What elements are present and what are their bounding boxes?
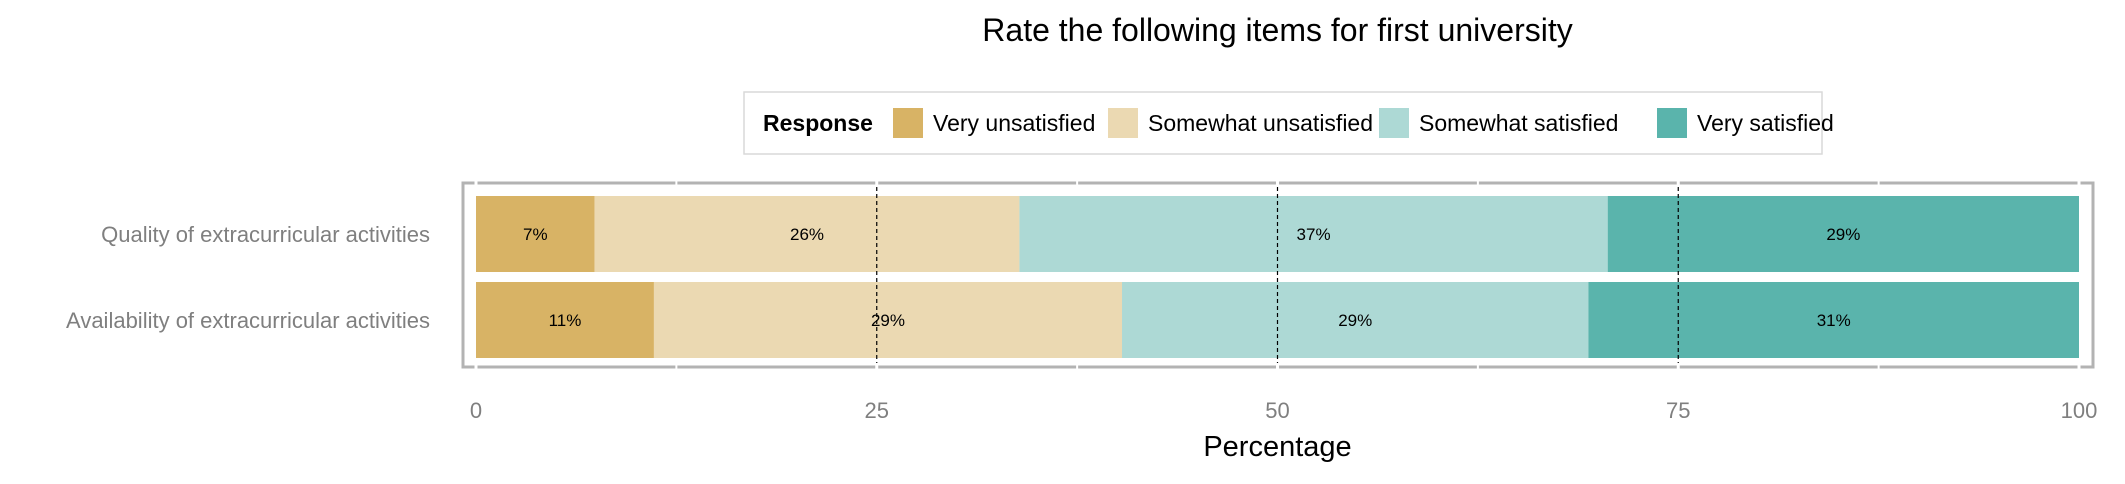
bar-0-3 <box>1607 196 2079 272</box>
data-label-0-2: 37% <box>1297 225 1331 244</box>
chart-title: Rate the following items for first unive… <box>982 12 1572 48</box>
legend-label-0: Very unsatisfied <box>933 110 1095 136</box>
legend-label-2: Somewhat satisfied <box>1419 110 1618 136</box>
data-label-0-1: 26% <box>790 225 824 244</box>
category-label-0: Quality of extracurricular activities <box>101 222 430 247</box>
bar-1-1 <box>653 282 1123 358</box>
legend-swatch-3 <box>1657 108 1687 138</box>
bar-0-0 <box>476 196 595 272</box>
legend-title: Response <box>763 110 873 136</box>
x-tick-label-2: 50 <box>1265 398 1289 423</box>
bar-1-0 <box>476 282 654 358</box>
x-tick-label-1: 25 <box>865 398 889 423</box>
x-axis-title: Percentage <box>1203 431 1351 463</box>
bar-0-2 <box>1019 196 1608 272</box>
data-label-1-1: 29% <box>871 311 905 330</box>
data-label-1-2: 29% <box>1338 311 1372 330</box>
data-label-1-0: 11% <box>549 311 582 330</box>
data-label-1-3: 31% <box>1817 311 1851 330</box>
bar-1-3 <box>1588 282 2079 358</box>
bar-1-2 <box>1122 282 1589 358</box>
x-tick-label-4: 100 <box>2061 398 2098 423</box>
x-tick-label-3: 75 <box>1666 398 1690 423</box>
x-tick-label-0: 0 <box>470 398 482 423</box>
legend-label-1: Somewhat unsatisfied <box>1148 110 1373 136</box>
category-label-1: Availability of extracurricular activiti… <box>66 308 430 333</box>
legend-swatch-0 <box>893 108 923 138</box>
bar-0-1 <box>594 196 1020 272</box>
data-label-0-0: 7% <box>523 225 548 244</box>
legend-swatch-1 <box>1108 108 1138 138</box>
legend-box <box>743 91 1823 155</box>
legend-swatch-2 <box>1379 108 1409 138</box>
legend-label-3: Very satisfied <box>1697 110 1834 136</box>
data-label-0-3: 29% <box>1826 225 1860 244</box>
